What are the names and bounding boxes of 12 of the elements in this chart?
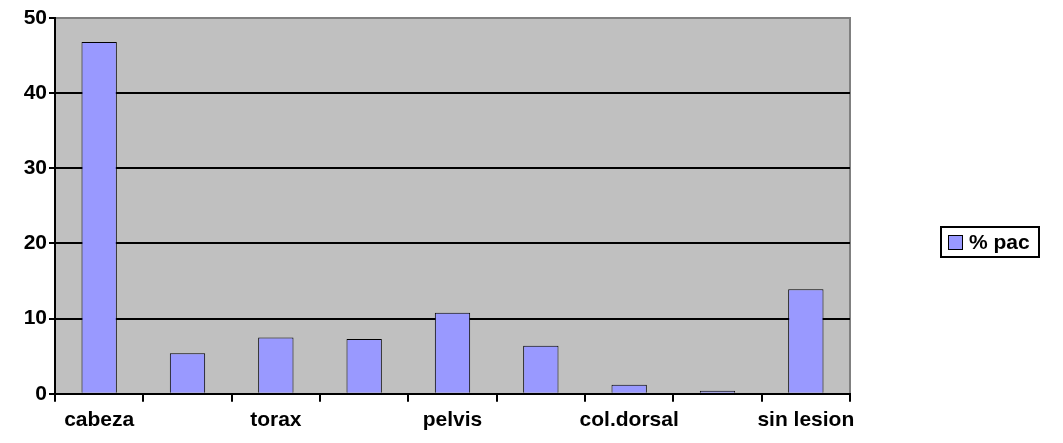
x-tick-label: torax — [250, 407, 302, 431]
x-tick-label: sin lesion — [757, 407, 855, 431]
y-tick-label: 40 — [23, 79, 47, 103]
x-tick-label: pelvis — [422, 407, 483, 431]
y-tick-label: 10 — [23, 305, 47, 329]
y-tick-label: 20 — [23, 230, 47, 254]
x-tick-label: col.dorsal — [579, 407, 679, 431]
y-tick-label: 0 — [35, 380, 47, 404]
y-tick-label: 50 — [23, 4, 47, 28]
x-tick-label: cabeza — [64, 407, 135, 431]
legend-label: % pac — [969, 230, 1030, 254]
y-tick-label: 30 — [23, 155, 47, 179]
